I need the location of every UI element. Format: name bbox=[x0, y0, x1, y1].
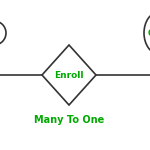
Text: C: C bbox=[147, 28, 150, 38]
Text: Many To One: Many To One bbox=[34, 115, 104, 125]
Circle shape bbox=[0, 21, 6, 45]
Polygon shape bbox=[42, 45, 96, 105]
Ellipse shape bbox=[144, 12, 150, 54]
Text: Enroll: Enroll bbox=[54, 70, 84, 80]
